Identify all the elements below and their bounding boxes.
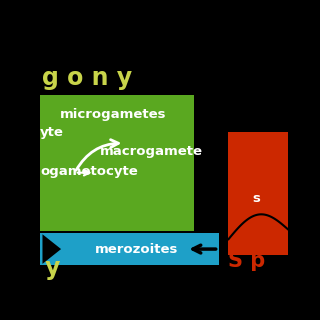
Text: g o n y: g o n y (43, 66, 132, 90)
Text: y: y (45, 256, 60, 280)
Text: macrogamete: macrogamete (100, 145, 203, 158)
Text: yte: yte (40, 125, 64, 139)
Text: s: s (252, 192, 260, 205)
Text: microgametes: microgametes (60, 108, 166, 121)
Text: S p: S p (228, 251, 266, 271)
Bar (40, 95, 194, 231)
Text: ogametocyte: ogametocyte (40, 165, 138, 178)
Polygon shape (43, 234, 61, 264)
Bar (40, 233, 219, 265)
Text: merozoites: merozoites (95, 243, 178, 256)
Bar (228, 132, 288, 255)
